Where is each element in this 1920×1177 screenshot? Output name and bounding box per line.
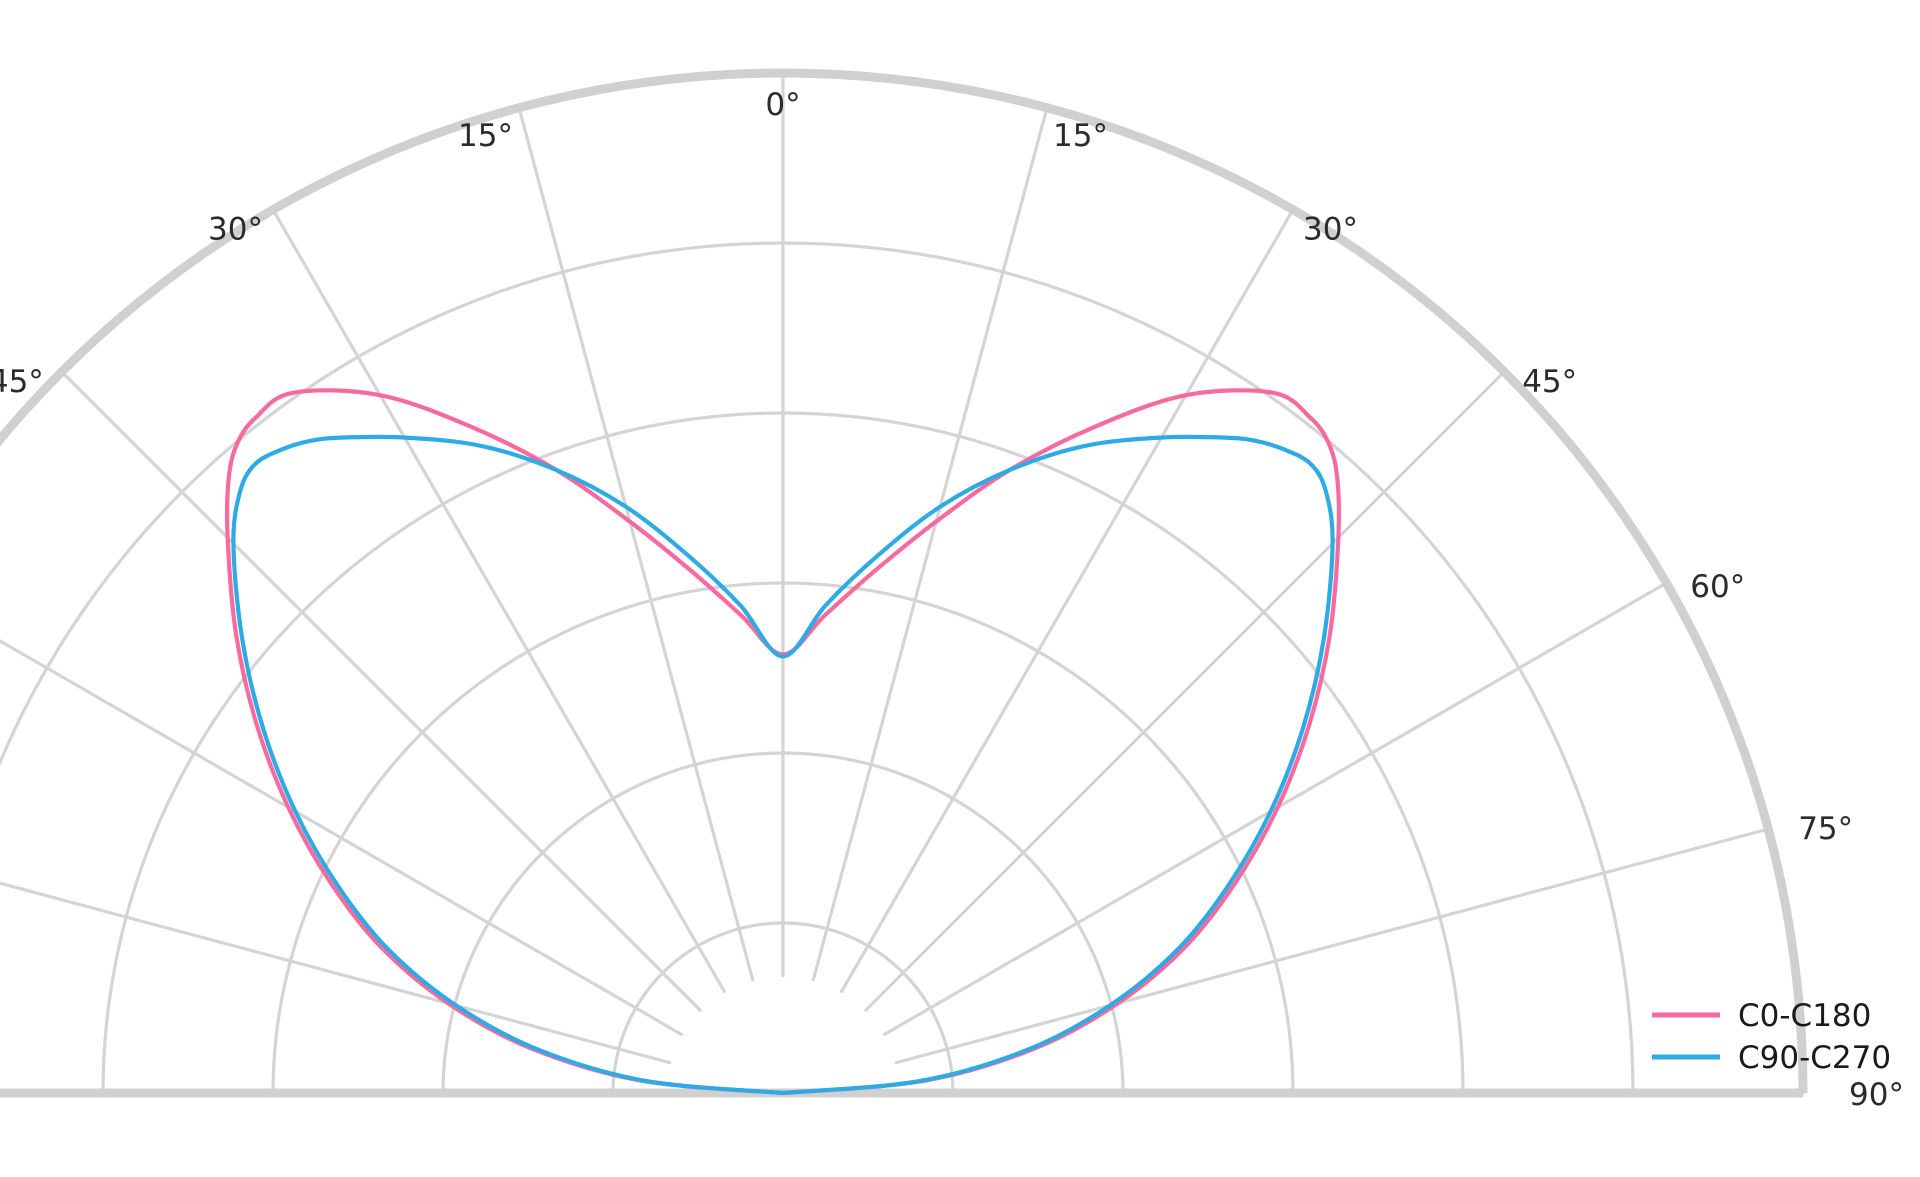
legend-label-0[interactable]: C0-C180	[1738, 998, 1871, 1034]
grid-spoke-45	[60, 370, 702, 1012]
angle-label-10: 60°	[1690, 569, 1745, 605]
angle-label-8: 30°	[1303, 212, 1358, 248]
chart-legend[interactable]: C0-C180 C90-C270	[1652, 998, 1891, 1076]
polar-grid	[0, 68, 1808, 1098]
grid-ring-4	[101, 411, 1465, 1095]
grid-spoke-15	[517, 106, 755, 982]
legend-label-1[interactable]: C90-C270	[1738, 1040, 1891, 1076]
grid-spoke-30	[271, 208, 726, 994]
grid-spoke-30	[840, 208, 1295, 994]
angle-label-9: 45°	[1522, 364, 1577, 400]
distribution-curves	[224, 388, 1342, 1096]
angle-label-11: 75°	[1798, 811, 1853, 847]
grid-spoke-15	[811, 106, 1049, 982]
angle-label-3: 45°	[0, 364, 44, 400]
angle-label-5: 15°	[458, 118, 513, 154]
angle-label-6: 0°	[765, 87, 800, 123]
grid-ring-2	[441, 751, 1125, 1095]
angle-label-7: 15°	[1053, 118, 1108, 154]
grid-spoke-75	[894, 827, 1770, 1065]
angle-tick-labels: 90°75°60°45°30°15°0°15°30°45°60°75°90°	[0, 87, 1904, 1113]
grid-ring-1	[611, 921, 955, 1095]
grid-spoke-75	[0, 881, 672, 1065]
grid-ring-5	[0, 241, 1635, 1095]
grid-spoke-45	[864, 370, 1506, 1012]
angle-label-12: 90°	[1849, 1077, 1904, 1113]
grid-ring-3	[271, 581, 1295, 1095]
curve-c90-c270	[231, 434, 1335, 1096]
grid-ring-6	[0, 68, 1808, 1094]
angle-label-4: 30°	[208, 212, 263, 248]
